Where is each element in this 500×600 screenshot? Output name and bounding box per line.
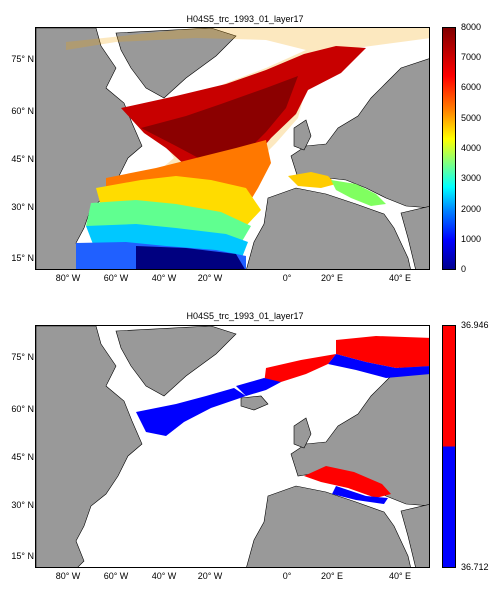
top-ytick-75n: 75° N (11, 54, 34, 64)
bottom-map-canvas (36, 326, 429, 567)
bottom-xtick-60w: 60° W (103, 571, 129, 581)
bottom-map-panel (35, 325, 430, 568)
bottom-ytick-75n: 75° N (11, 352, 34, 362)
top-map-panel (35, 27, 430, 270)
top-cbar-tick-6000: 6000 (461, 82, 482, 92)
top-xtick-40e: 40° E (388, 273, 412, 283)
top-cbar-tick-2000: 2000 (461, 204, 482, 214)
bottom-cbar-tick-max: 36.946 (461, 320, 489, 330)
british-isles-landmass (293, 119, 312, 151)
arabia-landmass (400, 504, 429, 567)
africa-landmass (246, 485, 411, 567)
iceland-landmass (240, 395, 269, 411)
top-ytick-60n: 60° N (11, 106, 34, 116)
top-cbar-tick-0: 0 (461, 264, 467, 274)
greenland-landmass (115, 326, 237, 397)
bottom-ytick-60n: 60° N (11, 404, 34, 414)
north-america-landmass (36, 326, 143, 567)
top-ytick-15n: 15° N (11, 253, 34, 263)
bottom-colorbar (442, 325, 456, 568)
top-ytick-30n: 30° N (11, 202, 34, 212)
british-isles-landmass (293, 417, 312, 449)
bottom-xtick-80w: 80° W (55, 571, 81, 581)
top-cbar-tick-8000: 8000 (461, 22, 482, 32)
top-map-title: H04S5_trc_1993_01_layer17 (186, 14, 304, 24)
top-cbar-tick-3000: 3000 (461, 173, 482, 183)
top-cbar-tick-7000: 7000 (461, 52, 482, 62)
greenland-landmass (115, 28, 237, 99)
bottom-xtick-40e: 40° E (388, 571, 412, 581)
top-xtick-80w: 80° W (55, 273, 81, 283)
top-xtick-40w: 40° W (151, 273, 177, 283)
top-ytick-45n: 45° N (11, 154, 34, 164)
bottom-xtick-0: 0° (282, 571, 292, 581)
top-cbar-tick-4000: 4000 (461, 143, 482, 153)
bottom-ytick-30n: 30° N (11, 500, 34, 510)
africa-landmass (246, 187, 411, 269)
top-xtick-20e: 20° E (320, 273, 344, 283)
top-colorbar (442, 27, 456, 270)
bottom-data-field (136, 336, 429, 504)
arabia-landmass (400, 206, 429, 269)
bottom-cbar-tick-min: 36.712 (461, 562, 489, 572)
top-xtick-20w: 20° W (197, 273, 223, 283)
top-map-canvas (36, 28, 429, 269)
top-xtick-0: 0° (282, 273, 292, 283)
top-cbar-tick-1000: 1000 (461, 234, 482, 244)
bottom-xtick-40w: 40° W (151, 571, 177, 581)
bottom-xtick-20e: 20° E (320, 571, 344, 581)
bottom-xtick-20w: 20° W (197, 571, 223, 581)
top-cbar-tick-5000: 5000 (461, 113, 482, 123)
bottom-ytick-15n: 15° N (11, 551, 34, 561)
bottom-ytick-45n: 45° N (11, 452, 34, 462)
top-xtick-60w: 60° W (103, 273, 129, 283)
bottom-map-title: H04S5_trc_1993_01_layer17 (186, 311, 304, 321)
top-data-field (66, 28, 429, 269)
